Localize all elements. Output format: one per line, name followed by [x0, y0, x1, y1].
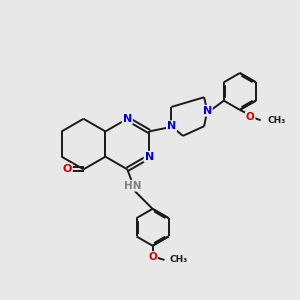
Text: N: N: [145, 152, 154, 162]
Text: O: O: [62, 164, 72, 174]
Text: O: O: [148, 252, 157, 262]
Text: O: O: [246, 112, 255, 122]
Text: HN: HN: [124, 181, 142, 191]
Text: N: N: [202, 106, 212, 116]
Text: N: N: [167, 121, 176, 131]
Text: CH₃: CH₃: [267, 116, 285, 125]
Text: N: N: [123, 114, 132, 124]
Text: CH₃: CH₃: [170, 256, 188, 265]
